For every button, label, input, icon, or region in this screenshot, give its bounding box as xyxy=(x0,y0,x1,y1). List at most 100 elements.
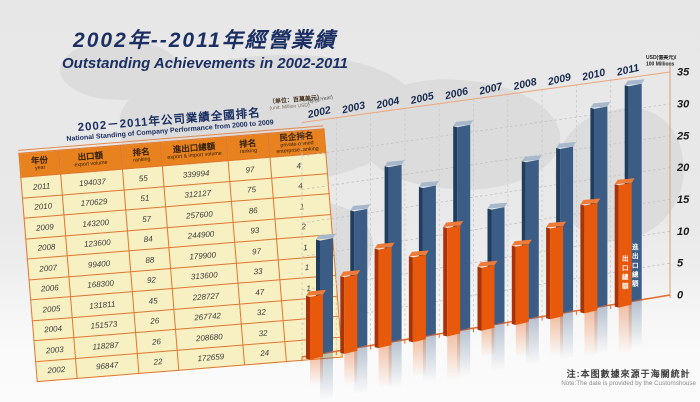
bar-label-char-export: 出 xyxy=(622,254,629,263)
column-header: 年份 year xyxy=(18,150,61,178)
bar-side-2011 xyxy=(614,184,619,308)
bar-side-2009 xyxy=(546,227,551,320)
year-label-2002: 2002 xyxy=(306,104,333,121)
y-axis-unit-line1: USD(億美元)/ xyxy=(646,55,677,61)
bar-reflection xyxy=(525,316,539,366)
bar-reflection xyxy=(618,304,632,354)
bar-top-2002 xyxy=(306,289,326,296)
source-note-en: Note:The date is provided by the Customs… xyxy=(561,380,696,387)
bar-export-2002 xyxy=(310,294,323,360)
bar-top-2003 xyxy=(350,204,371,211)
gridline-h xyxy=(301,103,671,157)
bar-export-2003 xyxy=(344,274,358,354)
bar-top-2008 xyxy=(511,239,532,246)
bar-side-2004 xyxy=(374,248,379,349)
bar-side-2002 xyxy=(306,295,310,360)
y-tick-35: 35 xyxy=(677,67,690,79)
bar-top-2004 xyxy=(374,242,395,249)
bar-side-2005 xyxy=(408,256,413,343)
bar-label-char-total: 出 xyxy=(632,251,639,260)
bar-label-char-total: 進 xyxy=(632,242,639,251)
bar-top-2011 xyxy=(614,178,635,185)
bar-total-2011 xyxy=(628,83,642,302)
bar-total-2004 xyxy=(388,164,402,343)
bar-reflection xyxy=(447,333,461,381)
bar-export-2011 xyxy=(618,182,632,308)
bar-top-2005 xyxy=(408,250,429,257)
bar-label-char-total: 口 xyxy=(632,261,639,269)
bar-top-2004 xyxy=(384,160,405,167)
year-label-2007: 2007 xyxy=(477,80,505,97)
bar-chart: 2002 2003 2004 2005 2006 2007 2008 2009 2010 2011… xyxy=(298,54,700,402)
column-header: 排名 ranking xyxy=(120,141,163,170)
source-note: 注:本图數據來源于海關統計 Note:The date is provided … xyxy=(561,367,696,387)
bar-export-2006 xyxy=(447,225,461,337)
bar-top-2007 xyxy=(477,260,498,267)
bar-side-2006 xyxy=(443,227,448,337)
source-note-zh: 注:本图數據來源于海關統計 xyxy=(566,369,691,379)
bar-label-char-total: 額 xyxy=(631,279,639,288)
bar-top-2003 xyxy=(340,270,361,277)
bar-reflection xyxy=(422,333,436,383)
bar-total-2006 xyxy=(457,124,471,331)
y-tick-30: 30 xyxy=(677,98,690,110)
bar-label-char-export: 口 xyxy=(622,264,629,272)
y-tick-10: 10 xyxy=(677,226,690,238)
bar-label-char-total: 總 xyxy=(632,270,639,279)
bar-side-2003 xyxy=(340,276,345,354)
bar-total-2008 xyxy=(525,159,539,320)
bar-total-2005 xyxy=(422,185,436,337)
bar-chart-svg: 2002 2003 2004 2005 2006 2007 2008 2009 2010 2011… xyxy=(301,54,690,400)
bar-reflection xyxy=(550,316,564,357)
bar-side-2007 xyxy=(477,266,482,331)
table-body: 2011 194037 55 339994 97 4 2010 170629 51 312127 7… xyxy=(20,153,343,383)
year-label-2003: 2003 xyxy=(340,99,367,116)
bar-reflection xyxy=(491,322,505,372)
bar-top-2010 xyxy=(580,198,601,205)
bar-reflection xyxy=(354,345,368,395)
bar-export-2007 xyxy=(481,265,495,331)
bar-label-char-export: 總 xyxy=(622,272,629,281)
bar-top-2006 xyxy=(453,120,474,127)
year-label-2011: 2011 xyxy=(615,62,641,79)
x-axis-unit-label: (年份/Year) xyxy=(307,92,334,106)
bar-reflection xyxy=(628,298,642,348)
bar-export-2005 xyxy=(412,254,426,343)
page-title-en: Outstanding Achievements in 2002-2011 xyxy=(62,55,348,72)
year-label-2008: 2008 xyxy=(511,76,538,93)
page-title: 2002年--2011年經營業績 Outstanding Achievement… xyxy=(62,24,348,72)
bar-reflection xyxy=(320,350,333,400)
bar-total-2002 xyxy=(320,238,333,354)
bar-reflection xyxy=(388,339,402,389)
table-cell: 22 xyxy=(137,350,179,374)
bar-reflection xyxy=(457,327,471,377)
bar-top-2008 xyxy=(521,155,542,162)
bar-side-2008 xyxy=(511,245,516,325)
performance-table-block: 2002－2011年公司業績全國排名 National Standing of … xyxy=(16,95,343,383)
bar-top-2005 xyxy=(418,180,439,187)
bar-reflection xyxy=(412,339,426,378)
bar-side-2010 xyxy=(580,204,585,314)
bar-reflection xyxy=(344,350,358,386)
year-axis-line xyxy=(301,71,671,123)
bar-export-2010 xyxy=(584,202,598,314)
column-header: 排名 ranking xyxy=(226,133,271,161)
bar-reflection xyxy=(378,345,392,389)
bar-top-2007 xyxy=(487,202,508,209)
bar-export-2009 xyxy=(550,225,564,320)
year-label-2009: 2009 xyxy=(546,71,573,88)
y-tick-25: 25 xyxy=(676,130,690,142)
y-tick-5: 5 xyxy=(677,258,684,270)
y-axis-unit-line2: 100 Millions xyxy=(646,62,675,68)
bar-reflection xyxy=(481,327,495,357)
bar-reflection xyxy=(560,310,574,360)
y-tick-0: 0 xyxy=(677,290,684,302)
bar-total-2003 xyxy=(354,208,368,349)
bar-reflection xyxy=(594,304,608,354)
bar-export-2008 xyxy=(515,244,529,325)
bar-top-2002 xyxy=(316,233,336,240)
bar-top-2010 xyxy=(590,101,611,108)
year-label-2005: 2005 xyxy=(409,90,436,107)
bar-export-2004 xyxy=(378,247,392,349)
